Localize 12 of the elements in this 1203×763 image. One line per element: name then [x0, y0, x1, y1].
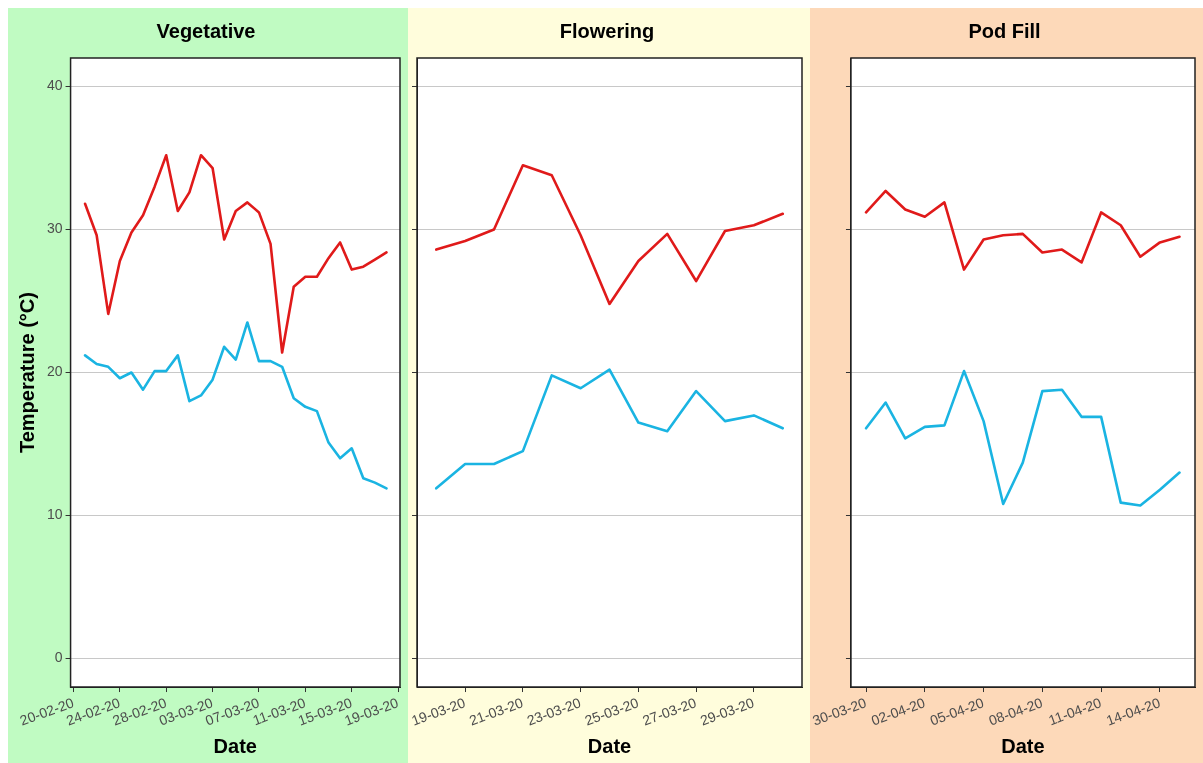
chart-title: Vegetative — [156, 19, 256, 42]
y-axis-title: Temperature (°C) — [15, 292, 38, 454]
y-tick-label: 30 — [46, 220, 63, 237]
y-tick-label: 10 — [46, 506, 63, 523]
x-axis-title: Date — [213, 734, 257, 757]
chart-title: Pod Fill — [968, 19, 1041, 42]
y-tick-label: 20 — [46, 363, 63, 380]
chart-title: Flowering — [559, 19, 655, 42]
y-tick-label: 40 — [46, 77, 63, 94]
x-axis-title: Date — [1001, 734, 1045, 757]
y-tick-label: 0 — [54, 649, 63, 666]
x-axis-title: Date — [587, 734, 632, 757]
